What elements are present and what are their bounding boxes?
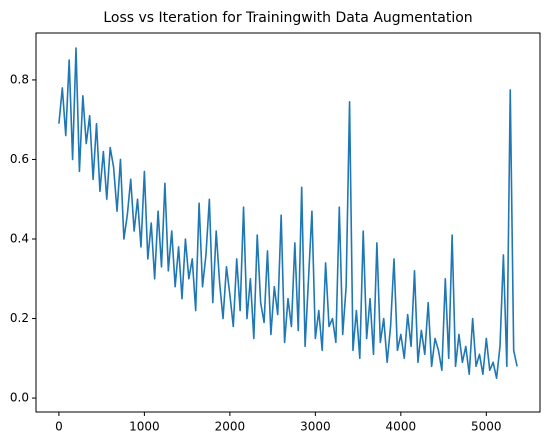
y-tick-label: 0.0: [10, 391, 29, 405]
chart-title: Loss vs Iteration for Trainingwith Data …: [103, 10, 472, 26]
axes-frame: [35, 32, 541, 413]
x-tick-label: 2000: [215, 420, 246, 434]
y-tick-label: 0.2: [10, 311, 29, 325]
x-tick-label: 3000: [300, 420, 331, 434]
x-tick-label: 5000: [471, 420, 502, 434]
y-tick-label: 0.4: [10, 232, 29, 246]
x-tick-label: 0: [55, 420, 63, 434]
loss-line: [58, 47, 518, 379]
y-tick-label: 0.6: [10, 152, 29, 166]
y-tick-label: 0.8: [10, 72, 29, 86]
x-tick-label: 4000: [386, 420, 417, 434]
x-tick-label: 1000: [129, 420, 160, 434]
